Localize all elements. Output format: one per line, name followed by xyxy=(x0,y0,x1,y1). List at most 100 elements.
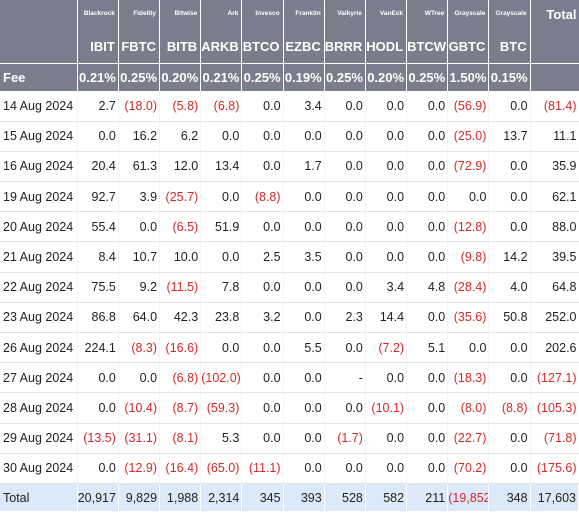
issuer-name: WTree xyxy=(406,0,449,30)
flow-cell: 0.0 xyxy=(283,423,325,454)
flow-cell: 0.0 xyxy=(447,332,490,364)
date-cell: 20 Aug 2024 xyxy=(0,211,78,243)
flow-cell: (1.7) xyxy=(324,423,366,454)
row-total-cell: 202.6 xyxy=(530,332,579,364)
date-cell: 14 Aug 2024 xyxy=(0,91,78,122)
date-cell: 29 Aug 2024 xyxy=(0,423,78,454)
flow-cell: (10.1) xyxy=(365,392,408,424)
flow-cell: 4.8 xyxy=(406,272,449,303)
ticker-label: FBTC xyxy=(118,30,161,63)
fee-value: 0.15% xyxy=(488,62,531,91)
ticker-label xyxy=(0,30,78,63)
flow-cell: (65.0) xyxy=(200,453,243,484)
flow-cell: 0.0 xyxy=(324,181,366,213)
fee-value: 0.20% xyxy=(365,62,408,91)
flow-cell: 0.0 xyxy=(324,272,366,303)
flow-cell: (16.4) xyxy=(159,453,202,484)
flow-cell: 0.0 xyxy=(406,362,449,394)
flow-cell: 0.0 xyxy=(488,151,531,183)
flow-cell: 0.0 xyxy=(283,392,325,424)
ticker-label: EZBC xyxy=(283,30,325,63)
date-cell: 27 Aug 2024 xyxy=(0,362,78,394)
flow-cell: 0.0 xyxy=(283,272,325,303)
flow-cell: 0.0 xyxy=(283,181,325,213)
flow-cell: (72.9) xyxy=(447,151,490,183)
flow-cell: 3.4 xyxy=(283,91,325,122)
flow-cell: 0.0 xyxy=(365,423,408,454)
flow-cell: 0.0 xyxy=(488,362,531,394)
ticker-label: BTC xyxy=(488,30,531,63)
ticker-label: BITB xyxy=(159,30,202,63)
flow-cell: (13.5) xyxy=(77,423,119,454)
flow-cell: (31.1) xyxy=(118,423,161,454)
flow-cell: 10.7 xyxy=(118,241,161,273)
flow-cell: 55.4 xyxy=(77,211,119,243)
flow-cell: 20.4 xyxy=(77,151,119,183)
issuer-name: Franklin xyxy=(283,0,325,30)
fee-value: 0.25% xyxy=(118,62,161,91)
flow-cell: 0.0 xyxy=(406,453,449,484)
fee-label: Fee xyxy=(0,62,78,91)
fee-row: Fee 0.21% 0.25% 0.20% 0.21% 0.25% 0.19% 0.25% 0.… xyxy=(0,62,579,91)
flow-cell: 0.0 xyxy=(447,181,490,213)
flow-cell: 0.0 xyxy=(77,362,119,394)
flow-cell: (59.3) xyxy=(200,392,243,424)
flow-cell: (8.3) xyxy=(118,332,161,364)
ticker-label: IBIT xyxy=(77,30,119,63)
row-total-cell: 64.8 xyxy=(530,272,579,303)
flow-cell: (7.2) xyxy=(365,332,408,364)
flow-cell: 0.0 xyxy=(365,362,408,394)
date-cell: 21 Aug 2024 xyxy=(0,241,78,273)
issuer-name: Grayscale xyxy=(447,0,490,30)
flow-cell: 0.0 xyxy=(77,392,119,424)
fee-value: 0.21% xyxy=(200,62,243,91)
corner-cell xyxy=(0,0,78,30)
flow-cell: 0.0 xyxy=(488,453,531,484)
issuer-name: Invesco xyxy=(241,0,284,30)
flow-cell: 0.0 xyxy=(283,211,325,243)
table-row: 30 Aug 2024 0.0 (12.9) (16.4) (65.0) (11.1) 0.… xyxy=(0,453,579,484)
fee-value: 0.21% xyxy=(77,62,119,91)
ticker-header-row: IBIT FBTC BITB ARKB BTCO EZBC BRRR HODL BTCW GBTC… xyxy=(0,30,579,63)
flow-cell: 9.2 xyxy=(118,272,161,303)
flow-cell: 0.0 xyxy=(488,181,531,213)
flow-cell: (8.1) xyxy=(159,423,202,454)
issuer-header-row: Blackrock Fidelity Bitwise Ark Invesco Frankl… xyxy=(0,0,579,30)
flow-cell: 0.0 xyxy=(488,91,531,122)
flow-cell: 0.0 xyxy=(365,453,408,484)
total-value: 9,829 xyxy=(118,483,161,512)
flow-cell: 10.0 xyxy=(159,241,202,273)
flow-cell: 13.7 xyxy=(488,121,531,152)
table-row: 16 Aug 2024 20.4 61.3 12.0 13.4 0.0 1.7 0.0 0.0 0… xyxy=(0,151,579,183)
flow-cell: 0.0 xyxy=(200,241,243,273)
flow-cell: 0.0 xyxy=(118,211,161,243)
table-row: 28 Aug 2024 0.0 (10.4) (8.7) (59.3) 0.0 0.0 0.0… xyxy=(0,392,579,424)
fee-value: 0.25% xyxy=(241,62,284,91)
table-body: 14 Aug 2024 2.7 (18.0) (5.8) (6.8) 0.0 3.4 0.0 0… xyxy=(0,91,579,484)
flow-cell: 3.4 xyxy=(365,272,408,303)
issuer-name: Fidelity xyxy=(118,0,161,30)
table-row: 22 Aug 2024 75.5 9.2 (11.5) 7.8 0.0 0.0 0.0 3.4 4… xyxy=(0,272,579,303)
issuer-name: Valkyrie xyxy=(324,0,366,30)
total-label: Total xyxy=(0,483,78,512)
flow-cell: 6.2 xyxy=(159,121,202,152)
fee-value: 0.19% xyxy=(283,62,325,91)
row-total-cell: (71.8) xyxy=(530,423,579,454)
table-row: 21 Aug 2024 8.4 10.7 10.0 0.0 2.5 3.5 0.0 0.0 0.0… xyxy=(0,241,579,273)
flow-cell: 2.3 xyxy=(324,302,366,334)
flow-cell: 0.0 xyxy=(406,392,449,424)
flow-cell: 23.8 xyxy=(200,302,243,334)
flow-cell: 3.5 xyxy=(283,241,325,273)
date-cell: 30 Aug 2024 xyxy=(0,453,78,484)
flow-cell: 0.0 xyxy=(324,392,366,424)
flow-cell: 0.0 xyxy=(77,121,119,152)
ticker-label: GBTC xyxy=(447,30,490,63)
fee-value: 0.25% xyxy=(406,62,449,91)
flow-cell: (18.0) xyxy=(118,91,161,122)
date-cell: 16 Aug 2024 xyxy=(0,151,78,183)
flow-cell: 0.0 xyxy=(241,362,284,394)
flow-cell: (22.7) xyxy=(447,423,490,454)
flow-cell: 7.8 xyxy=(200,272,243,303)
flow-cell: 0.0 xyxy=(241,211,284,243)
